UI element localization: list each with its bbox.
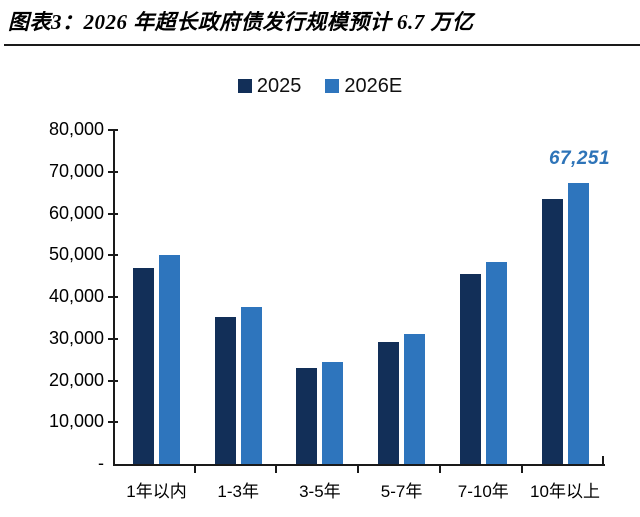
- x-tick: [438, 466, 441, 473]
- x-tick-end: [602, 456, 604, 464]
- bar-2025-5: [459, 274, 481, 464]
- x-axis-label: 3-5年: [299, 482, 341, 501]
- x-tick: [193, 466, 196, 473]
- bar-2026e-3: [322, 361, 344, 464]
- data-label: 67,251: [548, 148, 611, 170]
- bar-2025-6: [541, 198, 563, 464]
- bar-2026e-6: [567, 183, 589, 464]
- x-tick: [520, 466, 523, 473]
- legend-item-2026e: 2026E: [325, 76, 402, 96]
- y-tick-label: 80,000: [48, 119, 104, 139]
- x-axis-label: 10年以上: [530, 482, 600, 501]
- legend-swatch-2026e: [325, 79, 340, 93]
- legend-label: 2026E: [344, 75, 403, 97]
- x-axis-label: 1年以内: [126, 482, 187, 501]
- y-tick-label: 20,000: [48, 369, 104, 390]
- y-tick: [108, 129, 118, 131]
- y-tick: [108, 421, 118, 424]
- bar-2026e-2: [240, 307, 262, 464]
- y-tick-label: 10,000: [48, 411, 104, 432]
- y-tick: [108, 337, 118, 340]
- bar-2026e-5: [485, 261, 507, 464]
- y-axis-line: [113, 130, 115, 466]
- y-tick-label: 60,000: [48, 202, 104, 223]
- bar-2025-3: [296, 367, 318, 464]
- figure-title: 图表3：2026 年超长政府债发行规模预计 6.7 万亿: [8, 10, 474, 34]
- legend-swatch-2025: [237, 79, 252, 93]
- y-tick: [108, 296, 118, 298]
- bar-2025-2: [214, 317, 236, 464]
- y-tick-label: -: [98, 453, 104, 473]
- y-tick-label: 70,000: [48, 160, 104, 181]
- bar-2025-4: [378, 342, 400, 464]
- x-axis-line: [113, 464, 605, 466]
- y-tick: [108, 254, 118, 257]
- y-tick: [108, 379, 118, 382]
- y-tick-label: 40,000: [48, 286, 104, 306]
- x-axis-label: 1-3年: [217, 482, 259, 501]
- x-axis-label: 5-7年: [380, 482, 423, 501]
- title-rule: [4, 44, 640, 46]
- bar-2025-1: [133, 267, 154, 464]
- legend-label: 2025: [256, 75, 302, 97]
- x-tick: [275, 466, 278, 473]
- x-tick: [357, 466, 360, 473]
- legend: 2025 2026E: [0, 76, 640, 96]
- y-tick-label: 30,000: [48, 327, 104, 348]
- legend-item-2025: 2025: [237, 75, 302, 97]
- x-axis-label: 7-10年: [457, 482, 509, 501]
- y-tick: [108, 170, 118, 173]
- y-tick: [108, 212, 118, 215]
- bar-2026e-4: [404, 333, 426, 464]
- y-tick-label: 50,000: [48, 244, 104, 265]
- bar-2026e-1: [159, 255, 180, 464]
